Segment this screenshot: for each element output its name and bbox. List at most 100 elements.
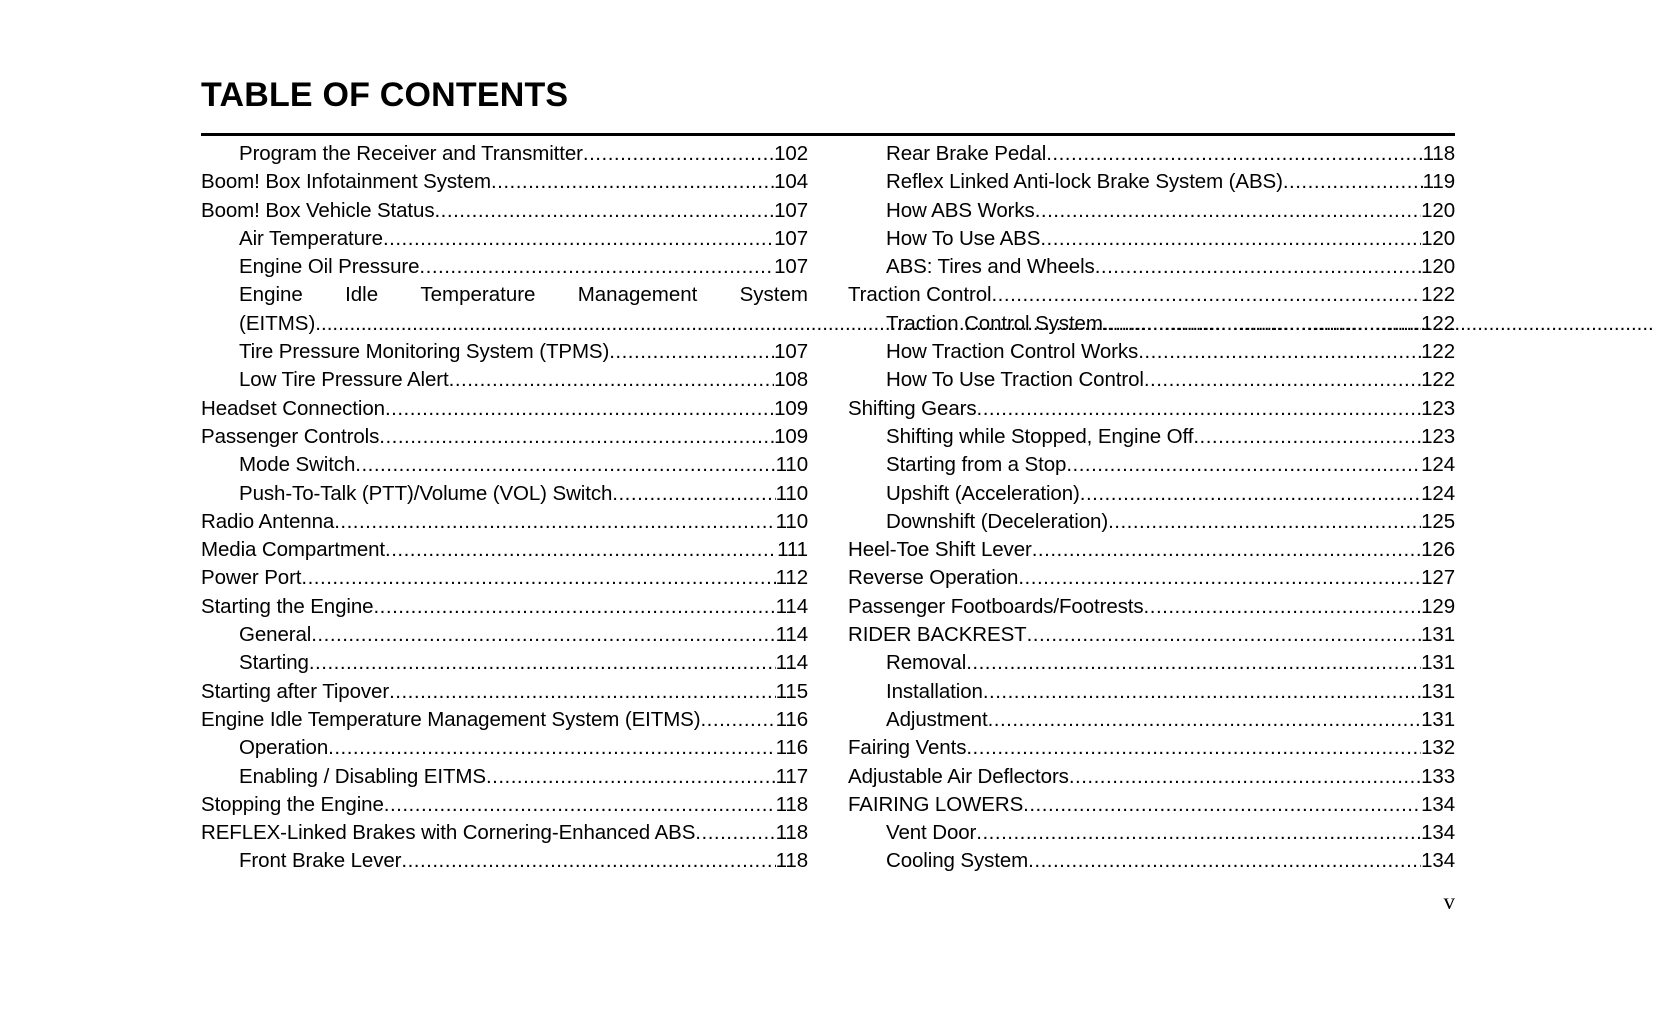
toc-entry[interactable]: Installation............................… bbox=[848, 678, 1455, 706]
dot-leader: ........................................… bbox=[334, 509, 775, 533]
toc-columns: Program the Receiver and Transmitter....… bbox=[201, 140, 1653, 876]
toc-entry[interactable]: Removal.................................… bbox=[848, 649, 1455, 677]
toc-entry[interactable]: Vent Door...............................… bbox=[848, 819, 1455, 847]
toc-entry[interactable]: FAIRING LOWERS..........................… bbox=[848, 791, 1455, 819]
toc-entry-label: FAIRING LOWERS bbox=[848, 792, 1024, 816]
toc-entry[interactable]: Engine Oil Pressure.....................… bbox=[201, 253, 808, 281]
toc-entry[interactable]: Cooling System..........................… bbox=[848, 847, 1455, 875]
dot-leader: ........................................… bbox=[379, 424, 774, 448]
toc-entry-label: Passenger Footboards/Footrests bbox=[848, 594, 1144, 618]
toc-entry[interactable]: Engine Idle Temperature Management System (EI… bbox=[201, 281, 1653, 338]
toc-entry[interactable]: Low Tire Pressure Alert.................… bbox=[201, 366, 808, 394]
dot-leader: ........................................… bbox=[695, 821, 776, 845]
toc-entry-label: How ABS Works bbox=[886, 198, 1035, 222]
dot-leader: ........................................… bbox=[1040, 226, 1422, 250]
toc-entry[interactable]: Boom! Box Infotainment System...........… bbox=[201, 168, 808, 196]
toc-entry-label: Fairing Vents bbox=[848, 736, 967, 760]
toc-entry[interactable]: Heel-Toe Shift Lever....................… bbox=[848, 536, 1455, 564]
toc-entry[interactable]: Traction Control........................… bbox=[848, 281, 1455, 309]
toc-entry[interactable]: Push-To-Talk (PTT)/Volume (VOL) Switch..… bbox=[201, 480, 808, 508]
toc-entry-page-number: 102 bbox=[774, 142, 808, 165]
toc-entry[interactable]: Passenger Controls......................… bbox=[201, 423, 808, 451]
toc-entry[interactable]: Reverse Operation.......................… bbox=[848, 564, 1455, 592]
toc-entry[interactable]: General.................................… bbox=[201, 621, 808, 649]
toc-entry-page-number: 122 bbox=[1421, 283, 1455, 307]
toc-entry[interactable]: Upshift (Acceleration)..................… bbox=[848, 480, 1455, 508]
toc-entry-label: Boom! Box Vehicle Status bbox=[201, 198, 435, 222]
toc-entry[interactable]: Shifting Gears..........................… bbox=[848, 395, 1455, 423]
toc-entry[interactable]: Passenger Footboards/Footrests..........… bbox=[848, 593, 1455, 621]
right-column: Rear Brake Pedal........................… bbox=[848, 140, 1455, 876]
dot-leader: ........................................… bbox=[448, 368, 774, 392]
toc-entry-page-number: 132 bbox=[1421, 736, 1455, 760]
toc-entry-label: Heel-Toe Shift Lever bbox=[848, 538, 1032, 562]
dot-leader: ........................................… bbox=[301, 566, 775, 590]
toc-entry[interactable]: How To Use ABS..........................… bbox=[848, 225, 1455, 253]
toc-entry[interactable]: How ABS Works...........................… bbox=[848, 197, 1455, 225]
dot-leader: ........................................… bbox=[976, 396, 1422, 420]
toc-entry-label: Cooling System bbox=[886, 849, 1029, 873]
toc-entry-page-number: 134 bbox=[1421, 821, 1455, 845]
toc-entry[interactable]: Enabling / Disabling EITMS..............… bbox=[201, 763, 808, 791]
dot-leader: ........................................… bbox=[966, 651, 1422, 675]
toc-entry[interactable]: Stopping the Engine.....................… bbox=[201, 791, 808, 819]
toc-entry[interactable]: Operation...............................… bbox=[201, 734, 808, 762]
toc-entry-page-number: 131 bbox=[1421, 651, 1455, 675]
dot-leader: ........................................… bbox=[355, 453, 776, 477]
toc-entry-label: Push-To-Talk (PTT)/Volume (VOL) Switch bbox=[239, 481, 613, 505]
toc-entry[interactable]: Mode Switch.............................… bbox=[201, 451, 808, 479]
dot-leader: ........................................… bbox=[1138, 340, 1422, 364]
dot-leader: ........................................… bbox=[1094, 255, 1421, 279]
toc-entry-label: Shifting Gears bbox=[848, 396, 977, 420]
dot-leader: ........................................… bbox=[385, 538, 777, 562]
toc-entry[interactable]: Boom! Box Vehicle Status................… bbox=[201, 197, 808, 225]
dot-leader: ........................................… bbox=[485, 764, 776, 788]
toc-entry[interactable]: Shifting while Stopped, Engine Off......… bbox=[848, 423, 1455, 451]
toc-entry[interactable]: ABS: Tires and Wheels...................… bbox=[848, 253, 1455, 281]
toc-entry[interactable]: How To Use Traction Control.............… bbox=[848, 366, 1455, 394]
toc-entry[interactable]: Front Brake Lever.......................… bbox=[201, 847, 808, 875]
toc-entry-page-number: 125 bbox=[1421, 509, 1455, 533]
toc-entry[interactable]: Adjustment..............................… bbox=[848, 706, 1455, 734]
dot-leader: ........................................… bbox=[1068, 764, 1421, 788]
toc-entry-page-number: 110 bbox=[775, 453, 808, 477]
toc-entry-label: Low Tire Pressure Alert bbox=[239, 368, 449, 392]
toc-entry[interactable]: RIDER BACKREST..........................… bbox=[848, 621, 1455, 649]
toc-entry[interactable]: Starting the Engine.....................… bbox=[201, 593, 808, 621]
toc-entry[interactable]: Traction Control System.................… bbox=[848, 310, 1455, 338]
toc-entry-page-number: 107 bbox=[774, 255, 808, 279]
toc-entry[interactable]: Rear Brake Pedal........................… bbox=[848, 140, 1455, 168]
dot-leader: ........................................… bbox=[966, 736, 1422, 760]
page-title: TABLE OF CONTENTS bbox=[201, 76, 569, 114]
dot-leader: ........................................… bbox=[1031, 538, 1421, 562]
toc-entry-label: REFLEX-Linked Brakes with Cornering-Enha… bbox=[201, 821, 696, 845]
toc-entry[interactable]: Power Port..............................… bbox=[201, 564, 808, 592]
toc-entry[interactable]: Engine Idle Temperature Management Syste… bbox=[201, 706, 808, 734]
toc-entry-page-number: 124 bbox=[1421, 453, 1455, 477]
toc-entry-page-number: 127 bbox=[1421, 566, 1455, 590]
toc-entry[interactable]: Starting from a Stop....................… bbox=[848, 451, 1455, 479]
toc-entry-page-number: 123 bbox=[1421, 396, 1455, 420]
dot-leader: ........................................… bbox=[382, 226, 774, 250]
toc-entry[interactable]: Media Compartment.......................… bbox=[201, 536, 808, 564]
toc-entry[interactable]: Tire Pressure Monitoring System (TPMS)..… bbox=[201, 338, 808, 366]
toc-entry[interactable]: Program the Receiver and Transmitter....… bbox=[201, 140, 808, 168]
dot-leader: ........................................… bbox=[373, 594, 776, 618]
toc-entry[interactable]: Air Temperature.........................… bbox=[201, 225, 808, 253]
toc-entry[interactable]: Radio Antenna...........................… bbox=[201, 508, 808, 536]
toc-entry[interactable]: REFLEX-Linked Brakes with Cornering-Enha… bbox=[201, 819, 808, 847]
toc-entry[interactable]: Reflex Linked Anti-lock Brake System (AB… bbox=[848, 168, 1455, 196]
toc-entry[interactable]: How Traction Control Works..............… bbox=[848, 338, 1455, 366]
toc-entry-label: How Traction Control Works bbox=[886, 340, 1139, 364]
toc-entry[interactable]: Fairing Vents...........................… bbox=[848, 734, 1455, 762]
toc-entry[interactable]: Headset Connection......................… bbox=[201, 395, 808, 423]
toc-entry[interactable]: Adjustable Air Deflectors...............… bbox=[848, 763, 1455, 791]
toc-entry[interactable]: Starting after Tipover..................… bbox=[201, 678, 808, 706]
dot-leader: ........................................… bbox=[419, 255, 774, 279]
toc-entry[interactable]: Starting................................… bbox=[201, 649, 808, 677]
toc-entry-label: Downshift (Deceleration) bbox=[886, 509, 1109, 533]
toc-entry-page-number: 126 bbox=[1421, 538, 1455, 562]
toc-entry-page-number: 116 bbox=[775, 707, 808, 731]
toc-entry[interactable]: Downshift (Deceleration)................… bbox=[848, 508, 1455, 536]
